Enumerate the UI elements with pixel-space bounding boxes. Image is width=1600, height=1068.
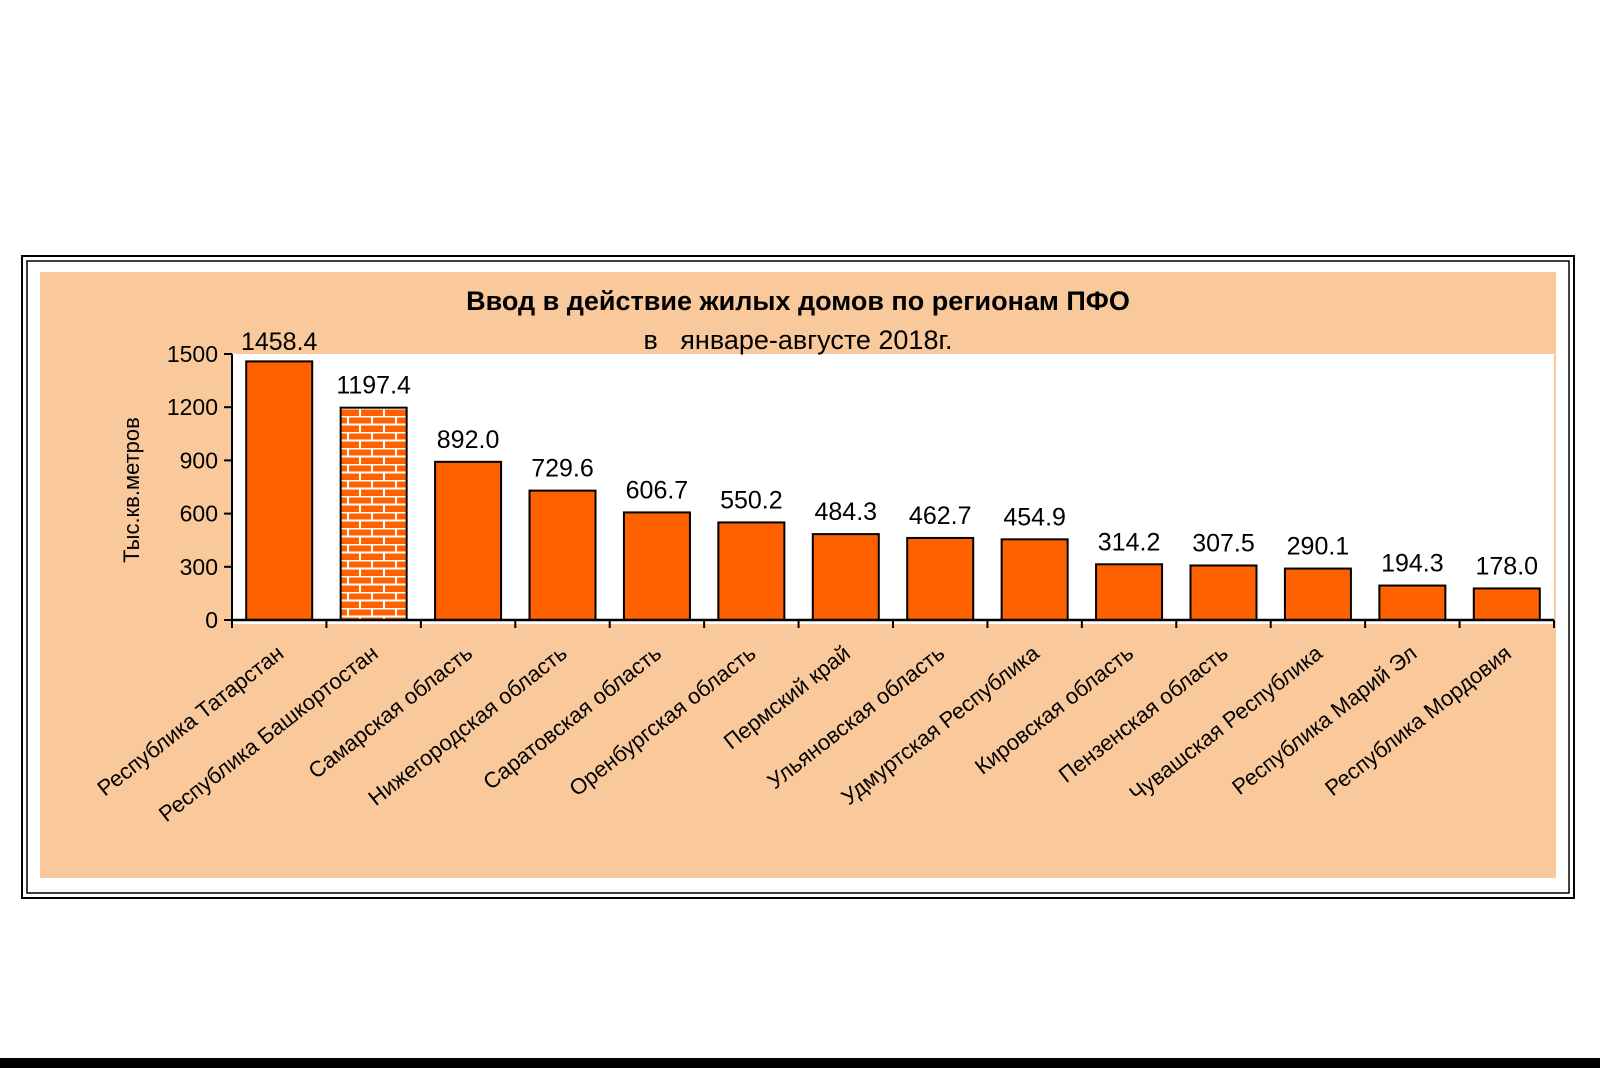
bar-10 bbox=[1095, 563, 1164, 621]
bars bbox=[245, 360, 1541, 622]
bottom-border-bar bbox=[0, 1058, 1600, 1068]
y-tick-label: 900 bbox=[180, 447, 218, 473]
bar-14 bbox=[1472, 587, 1541, 622]
value-label: 307.5 bbox=[1192, 529, 1255, 557]
value-label: 729.6 bbox=[531, 455, 594, 483]
plot-area-background bbox=[232, 354, 1554, 624]
bar-1 bbox=[245, 360, 314, 621]
y-tick-label: 1200 bbox=[167, 394, 218, 420]
value-label: 314.2 bbox=[1098, 528, 1161, 556]
bar-4 bbox=[528, 489, 597, 622]
value-label: 178.0 bbox=[1476, 552, 1539, 580]
bar-9 bbox=[1000, 538, 1069, 621]
y-tick-label: 1500 bbox=[167, 341, 218, 367]
y-tick-label: 300 bbox=[180, 554, 218, 580]
chart-subtitle: в январе-августе 2018г. bbox=[643, 325, 952, 355]
value-label: 462.7 bbox=[909, 502, 972, 530]
value-label: 550.2 bbox=[720, 486, 783, 514]
value-labels: 1458.4 1197.4 892.0 729.6 606.7 550.2 484.3 462… bbox=[241, 328, 1538, 580]
bar-13 bbox=[1378, 584, 1447, 621]
bar-8 bbox=[906, 536, 975, 622]
value-label: 892.0 bbox=[437, 426, 500, 454]
value-label: 194.3 bbox=[1381, 550, 1444, 578]
y-axis-label: Тыс.кв.метров bbox=[119, 417, 144, 563]
x-axis bbox=[231, 618, 1555, 628]
value-label: 454.9 bbox=[1003, 503, 1066, 531]
y-tick-label: 0 bbox=[205, 607, 218, 633]
bar-7 bbox=[811, 533, 880, 622]
bar-3 bbox=[434, 460, 503, 621]
y-axis: 0 300 600 900 1200 1500 bbox=[167, 341, 233, 633]
inner-frame bbox=[26, 260, 1570, 894]
bar-2 bbox=[339, 406, 408, 621]
chart-title: Ввод в действие жилых домов по регионам … bbox=[466, 286, 1130, 316]
value-label: 1458.4 bbox=[241, 328, 318, 356]
bar-6 bbox=[717, 521, 786, 622]
value-label: 484.3 bbox=[815, 498, 878, 526]
bar-5 bbox=[622, 511, 691, 621]
value-label: 606.7 bbox=[626, 476, 689, 504]
value-label: 290.1 bbox=[1287, 533, 1350, 561]
y-tick-label: 600 bbox=[180, 501, 218, 527]
value-label: 1197.4 bbox=[336, 372, 411, 400]
bar-12 bbox=[1283, 567, 1352, 622]
bar-11 bbox=[1189, 564, 1258, 621]
